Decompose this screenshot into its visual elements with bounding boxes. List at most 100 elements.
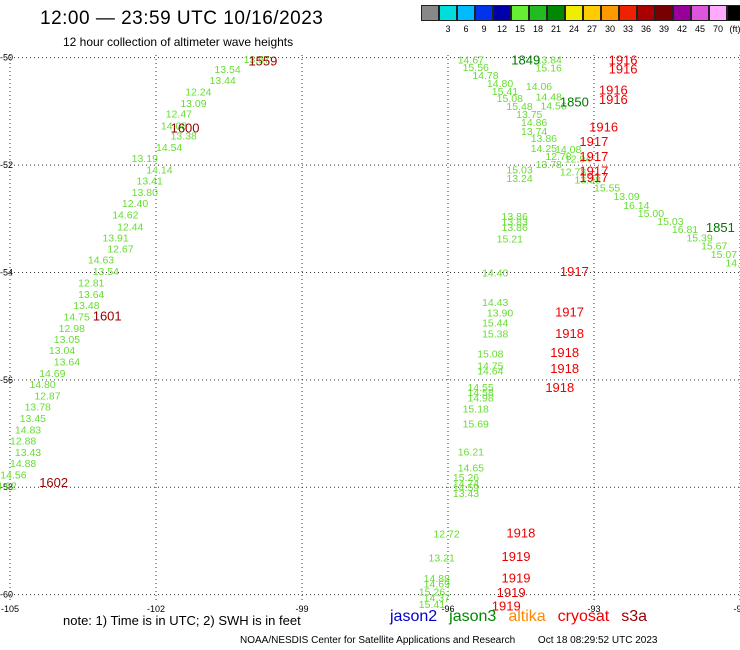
pass-time-label: 1918: [550, 361, 579, 376]
wave-height-value: 14.62: [112, 209, 138, 221]
wave-height-value: 15.38: [482, 329, 508, 341]
pass-time-label: 1919: [502, 570, 531, 585]
legend-label: 36: [640, 24, 651, 34]
legend-swatch: [727, 5, 740, 21]
wave-height-value: 14.14: [146, 164, 172, 176]
wave-height-value: 15.69: [463, 418, 489, 430]
lat-tick-label: -60: [0, 590, 13, 600]
wave-height-value: 15.03: [506, 164, 532, 176]
wave-height-value: 14.65: [458, 462, 484, 474]
wave-height-value: 12.47: [166, 109, 192, 121]
wave-height-value: 13.84: [536, 54, 562, 66]
pass-time-label: 1916: [609, 61, 638, 76]
wave-height-value: 13.74: [521, 126, 547, 138]
wave-height-value: 15.08: [477, 349, 503, 361]
wave-height-value: 13.54: [214, 64, 240, 76]
pass-time-label: 1918: [550, 345, 579, 360]
map-grid: [9, 55, 740, 600]
wave-height-value: 15.39: [686, 233, 712, 245]
legend-swatch: [655, 5, 673, 21]
wave-height-value: 15.41: [419, 599, 445, 611]
wave-height-value: 15.21: [497, 234, 523, 246]
wave-height-value: 12.24: [185, 87, 211, 99]
wave-height-value: 13.86: [531, 133, 557, 145]
credit-line: NOAA/NESDIS Center for Satellite Applica…: [240, 635, 657, 646]
wave-height-value: 14.43: [482, 297, 508, 309]
wave-height-value: 13.09: [180, 98, 206, 110]
wave-height-value: 13.48: [73, 300, 99, 312]
wave-height-value: 16.14: [623, 200, 649, 212]
wave-height-value: 15.55: [594, 183, 620, 195]
wave-height-value: 13.41: [137, 176, 163, 188]
legend-swatch: [709, 5, 727, 21]
wave-height-value: 12.78: [545, 151, 571, 163]
wave-height-value: 12.88: [10, 436, 36, 448]
legend-label: 24: [568, 24, 579, 34]
legend-label: 12: [496, 24, 507, 34]
wave-height-value: 13.43: [15, 447, 41, 459]
wave-height-value: 12.81: [78, 278, 104, 290]
wave-height-value: 13.78: [536, 159, 562, 171]
lon-tick-label: -90: [733, 604, 740, 614]
pass-time-label: 1917: [579, 149, 608, 164]
satellite-name: altika: [508, 608, 546, 625]
wave-height-value: 15.67: [701, 241, 727, 253]
satellite-name: jason2: [390, 608, 438, 625]
wave-height-value: 12.40: [122, 198, 148, 210]
wave-height-value: 15.44: [482, 317, 508, 329]
chart-title: 12:00 — 23:59 UTC 10/16/2023: [40, 8, 324, 29]
axis-labels: -105 -102 -99 -96 -93 -90 -50 -52 -54 -56 -58 -60: [0, 53, 740, 614]
wave-height-value: 15.26: [453, 472, 479, 484]
wave-height-value: 15.48: [506, 101, 532, 113]
wave-height-value: 13.78: [25, 402, 51, 414]
wave-height-value: 13.54: [93, 266, 119, 278]
wave-height-value: 16.81: [672, 224, 698, 236]
wave-height-value: 12.94: [565, 154, 591, 166]
wave-height-value: 14.56: [0, 469, 26, 481]
legend-label: 27: [586, 24, 597, 34]
pass-time-label: 1917: [579, 163, 608, 178]
legend-label: 9: [481, 24, 487, 34]
wave-height-value: 14.43: [725, 257, 740, 269]
legend-swatch: [619, 5, 637, 21]
legend-swatch: [601, 5, 619, 21]
lat-tick-label: -52: [0, 160, 13, 170]
wave-height-value: 15.00: [638, 208, 664, 220]
legend-label: 30: [604, 24, 615, 34]
track-diagonal: 14.6715.5614.7814.8015.4115.0815.4813.75…: [458, 54, 740, 269]
wave-height-value: 14.59: [453, 482, 479, 494]
legend-swatch: [691, 5, 709, 21]
legend-label: 3: [445, 24, 451, 34]
wave-height-value: 13.38: [171, 131, 197, 143]
legend-unit: (ft): [729, 24, 740, 34]
wave-height-value: 13.43: [453, 488, 479, 500]
wave-height-value: 14.37: [424, 592, 450, 604]
lat-tick-label: -58: [0, 482, 13, 492]
pass-time-label: 1919: [497, 585, 526, 600]
wave-height-value: 13.45: [20, 413, 46, 425]
wave-height-value: 13.09: [613, 191, 639, 203]
pass-time-label: 1917: [579, 134, 608, 149]
wave-height-value: 12.87: [34, 390, 60, 402]
wave-height-value: 15.56: [463, 62, 489, 74]
lon-tick-label: -96: [441, 604, 454, 614]
timestamp-text: Oct 18 08:29:52 UTC 2023: [537, 635, 658, 646]
wave-height-value: 14.69: [424, 578, 450, 590]
wave-height-value: 14.58: [467, 387, 493, 399]
legend-label: 15: [514, 24, 525, 34]
wave-height-value: 13.90: [487, 308, 513, 320]
pass-time-label: 1851: [706, 220, 735, 235]
wave-height-value: 14.08: [161, 120, 187, 132]
wave-height-value: 14.08: [555, 144, 581, 156]
legend-swatch: [475, 5, 493, 21]
legend-swatch: [511, 5, 529, 21]
wave-height-value: 14.78: [472, 70, 498, 82]
legend-swatch: [457, 5, 475, 21]
wave-height-value: 13.64: [78, 289, 104, 301]
wave-height-value: 13.38: [575, 175, 601, 187]
wave-height-value: 15.03: [657, 216, 683, 228]
legend-label: 70: [712, 24, 723, 34]
wave-height-value: 14.62: [0, 481, 17, 493]
wave-height-value: 13.24: [506, 173, 532, 185]
